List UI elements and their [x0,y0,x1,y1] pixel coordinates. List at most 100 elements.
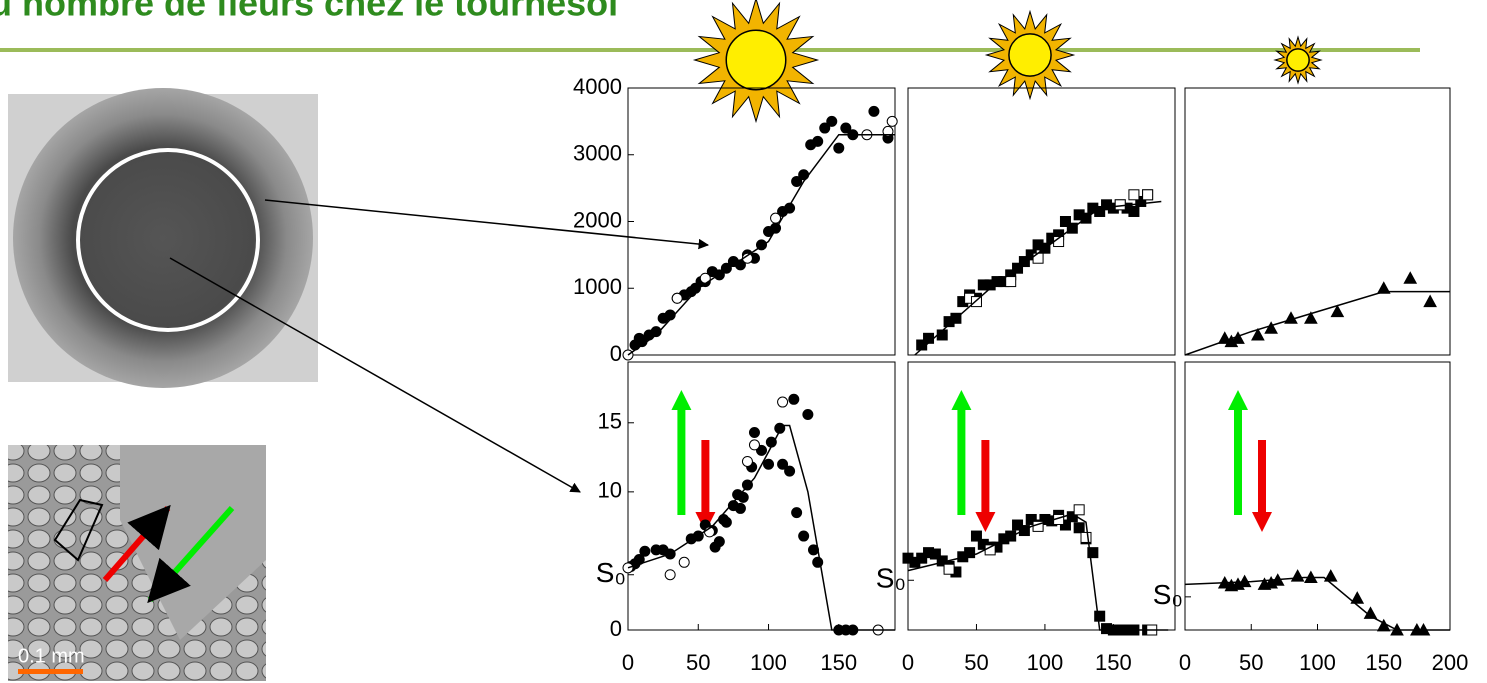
pointer-arrow [169,257,581,493]
data-point [1087,547,1099,559]
data-point [1323,569,1338,582]
x-tick-label: 150 [1095,650,1132,675]
plot-frame [1184,361,1451,631]
s0-label: S₀ [876,563,906,594]
data-point [1264,321,1278,334]
data-point [1094,610,1106,622]
x-tick-label: 50 [686,650,710,675]
data-point [964,547,976,559]
data-point [916,552,928,564]
data-point [1012,519,1024,531]
data-point [802,408,814,420]
s0-label: S₀ [1153,579,1183,610]
fit-line [914,200,1162,356]
increase-arrow-head [951,390,972,410]
data-point [868,105,880,117]
y-tick-label: 4000 [573,74,622,99]
data-point [970,530,982,542]
x-tick-label: 200 [1432,650,1469,675]
data-point [770,212,782,224]
data-point [1025,513,1037,525]
data-point [639,545,651,557]
data-point [1290,569,1305,582]
data-point [741,455,753,467]
y-tick-label: 3000 [573,141,622,166]
data-point [720,516,732,528]
sun-disc [1008,33,1052,77]
data-point [1059,519,1071,531]
x-tick-label: 50 [964,650,988,675]
fit-line [627,424,895,631]
data-point [1135,195,1147,207]
data-point [1350,591,1365,604]
data-point [1376,281,1391,294]
data-point [929,548,941,560]
data-point [1423,294,1437,308]
fit-line [1184,290,1450,356]
fit-line [627,133,895,356]
data-point [650,326,662,338]
x-tick-label: 100 [1027,650,1064,675]
scale-bar-label: 0.1 mm [18,645,85,667]
data-point [840,122,852,134]
plot-frame [627,361,896,631]
data-point [664,569,676,581]
x-tick-label: 0 [1179,650,1191,675]
data-point [833,142,845,154]
data-point [784,465,796,477]
data-point [791,507,803,519]
data-point [734,502,746,514]
data-point [1330,304,1345,318]
data-point [1073,522,1085,534]
x-tick-label: 150 [820,650,857,675]
slide-title: u nombre de fleurs chez le tournesol [0,0,618,24]
data-point [798,169,810,181]
data-point [791,175,803,187]
data-point [763,458,775,470]
data-point [826,115,838,127]
data-point [886,115,898,127]
data-point [671,292,683,304]
x-tick-label: 100 [1299,650,1336,675]
data-point [798,530,810,542]
data-point [812,135,824,147]
data-point [1005,276,1017,288]
data-point [970,296,982,308]
data-point [923,332,935,344]
data-point [1059,216,1071,227]
data-point [1128,205,1140,217]
data-point [1080,531,1092,543]
data-point [1073,504,1085,516]
plot-frame [907,87,1176,356]
increase-arrow-head [1228,390,1248,410]
x-tick-label: 0 [902,650,914,675]
fit-line [1184,576,1450,631]
y-tick-label: 0 [610,341,622,366]
data-point [1032,252,1044,264]
pointer-arrow [264,199,710,250]
data-point [819,122,831,134]
data-point [788,393,800,405]
flower-photo [8,88,318,388]
data-point [748,439,760,451]
data-point [713,536,725,548]
florets-photo: 0.1 mm [8,445,266,681]
y-tick-label: 1000 [573,274,622,299]
plot-frame [907,361,1176,631]
data-point [943,563,955,575]
data-point [1128,189,1140,201]
data-point [1251,327,1265,341]
s0-label: S₀ [596,557,626,588]
x-tick-label: 50 [1239,650,1263,675]
data-point [1142,189,1154,201]
sun-disc [1286,48,1310,72]
y-tick-label: 10 [598,478,622,503]
fit-line [907,513,1169,631]
data-point [1018,256,1030,268]
y-tick-label: 0 [610,616,622,641]
data-point [678,556,690,568]
increase-arrow-head [671,390,692,410]
x-tick-label: 150 [1365,650,1402,675]
x-tick-label: 0 [622,650,634,675]
